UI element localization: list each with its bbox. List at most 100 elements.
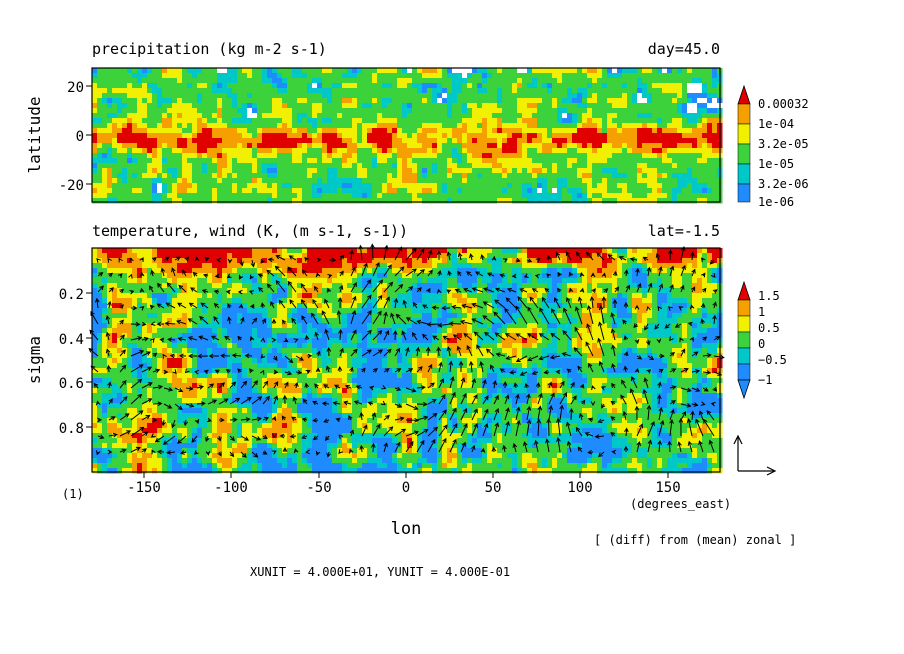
temp-cell (102, 298, 108, 304)
precip-cell (112, 163, 118, 169)
precip-cell (602, 158, 608, 164)
precip-cell (127, 68, 133, 74)
temp-cell (152, 253, 158, 259)
precip-cell (167, 143, 173, 149)
precip-cell (107, 143, 113, 149)
temp-cell (117, 253, 123, 259)
precip-cell (312, 138, 318, 144)
temp-cell (357, 303, 363, 309)
precip-cell (512, 143, 518, 149)
precip-cell (227, 158, 233, 164)
temp-cell (657, 253, 663, 259)
precip-cell (382, 68, 388, 74)
precip-cell (307, 178, 313, 184)
precip-cell (462, 88, 468, 94)
temp-cell (417, 298, 423, 304)
precip-cell (692, 163, 698, 169)
precip-cell (347, 138, 353, 144)
temp-cell (572, 278, 578, 284)
precip-cell (612, 73, 618, 79)
temp-cell (217, 283, 223, 289)
precip-cell (327, 123, 333, 129)
temp-cell (257, 308, 263, 314)
precip-cell (252, 98, 258, 104)
temp-cell (327, 278, 333, 284)
precip-cell (102, 98, 108, 104)
precip-cell (642, 163, 648, 169)
precip-cell (542, 93, 548, 99)
precip-cell (462, 128, 468, 134)
precip-cell (142, 183, 148, 189)
temp-cell (202, 298, 208, 304)
precip-cell (142, 143, 148, 149)
precip-cell (327, 168, 333, 174)
temp-cell (562, 263, 568, 269)
temp-cell (702, 248, 708, 254)
temp-cell (342, 263, 348, 269)
precip-cell (712, 143, 718, 149)
precip-cell (597, 103, 603, 109)
precip-cell (262, 93, 268, 99)
precip-cell (567, 178, 573, 184)
precip-cell (347, 93, 353, 99)
precip-cell (562, 198, 568, 204)
precip-cell (672, 103, 678, 109)
precip-cell (567, 148, 573, 154)
precip-cell (362, 188, 368, 194)
precip-cell (672, 163, 678, 169)
precip-cell (362, 68, 368, 74)
precip-cell (697, 183, 703, 189)
precip-cell (432, 123, 438, 129)
temp-cell (637, 293, 643, 299)
precip-cell (447, 158, 453, 164)
temp-cell (207, 298, 213, 304)
precip-cell (522, 148, 528, 154)
precip-cell (412, 193, 418, 199)
precip-cell (617, 128, 623, 134)
temp-cell (247, 268, 253, 274)
precip-cell (387, 118, 393, 124)
temp-lat-label: lat=-1.5 (648, 222, 720, 240)
precip-cell (162, 78, 168, 84)
precip-cell (362, 118, 368, 124)
temp-cell (247, 258, 253, 264)
precip-cell (232, 158, 238, 164)
temp-cell (112, 283, 118, 289)
precip-cell (317, 113, 323, 119)
precip-cell (397, 133, 403, 139)
precip-cell (347, 153, 353, 159)
precip-cell (652, 73, 658, 79)
precip-cell (492, 98, 498, 104)
precip-cell (92, 123, 98, 129)
precip-cell (572, 78, 578, 84)
precip-cell (387, 133, 393, 139)
precip-cell (277, 78, 283, 84)
precip-cell (132, 118, 138, 124)
precip-colorbar-swatch (737, 143, 751, 165)
temp-cell (557, 283, 563, 289)
temp-cell (632, 248, 638, 254)
temp-cell (597, 268, 603, 274)
precip-cell (247, 98, 253, 104)
precip-cell (447, 83, 453, 89)
precip-cell (502, 168, 508, 174)
temp-cell (627, 253, 633, 259)
precip-cell (452, 133, 458, 139)
temp-cell (412, 278, 418, 284)
precip-cell (687, 173, 693, 179)
precip-cell (217, 68, 223, 74)
precip-cell (317, 188, 323, 194)
temp-cell (632, 288, 638, 294)
precip-cell (412, 83, 418, 89)
precip-cell (627, 98, 633, 104)
temp-cell (322, 253, 328, 259)
precip-cell (297, 163, 303, 169)
precip-cell (422, 113, 428, 119)
precip-cell (232, 73, 238, 79)
precip-cell (682, 148, 688, 154)
precip-cell (387, 138, 393, 144)
temp-cell (647, 293, 653, 299)
precip-cell (302, 158, 308, 164)
temp-cell (227, 298, 233, 304)
precip-cell (312, 73, 318, 79)
